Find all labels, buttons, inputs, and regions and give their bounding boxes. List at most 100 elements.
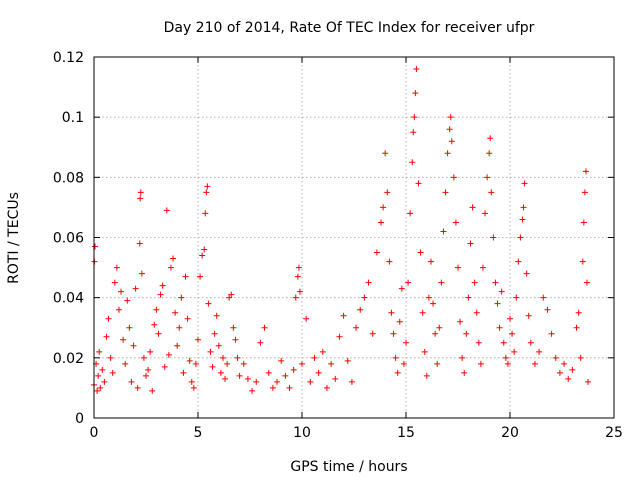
data-point xyxy=(498,288,505,295)
data-point xyxy=(365,279,372,286)
data-point xyxy=(427,258,434,265)
data-point xyxy=(199,252,206,259)
data-point xyxy=(274,378,281,385)
data-point xyxy=(540,294,547,301)
data-point xyxy=(294,273,301,280)
data-point xyxy=(442,189,449,196)
data-point xyxy=(319,348,326,355)
data-point xyxy=(130,342,137,349)
data-point xyxy=(513,294,520,301)
data-point xyxy=(552,354,559,361)
data-point xyxy=(180,369,187,376)
data-point xyxy=(361,294,368,301)
data-point xyxy=(95,372,102,379)
data-point xyxy=(373,249,380,256)
data-point xyxy=(303,315,310,322)
data-point xyxy=(282,372,289,379)
data-point xyxy=(369,330,376,337)
data-point xyxy=(138,270,145,277)
y-tick-label: 0.08 xyxy=(53,170,84,186)
data-point xyxy=(579,258,586,265)
data-point xyxy=(484,174,491,181)
data-point xyxy=(394,369,401,376)
data-point xyxy=(328,360,335,367)
data-point xyxy=(230,324,237,331)
data-point xyxy=(113,264,120,271)
data-point xyxy=(128,378,135,385)
data-point xyxy=(386,258,393,265)
data-point xyxy=(577,354,584,361)
data-point xyxy=(336,333,343,340)
data-point xyxy=(403,339,409,346)
data-point xyxy=(583,279,590,286)
data-point xyxy=(222,375,229,382)
data-point xyxy=(97,384,104,391)
data-point xyxy=(467,240,474,247)
data-point xyxy=(253,378,260,385)
data-point xyxy=(151,321,158,328)
data-point xyxy=(419,309,426,316)
data-point xyxy=(440,228,447,235)
data-point xyxy=(122,360,129,367)
data-point xyxy=(120,336,127,343)
data-point xyxy=(296,288,303,295)
data-point xyxy=(103,333,110,340)
data-point xyxy=(382,150,389,157)
data-point xyxy=(178,294,185,301)
data-point xyxy=(434,360,441,367)
data-point xyxy=(132,285,139,292)
data-point xyxy=(482,210,489,217)
data-point xyxy=(134,384,141,391)
grid-lines xyxy=(94,57,614,418)
data-point xyxy=(465,294,472,301)
data-point xyxy=(257,339,264,346)
data-point xyxy=(455,264,461,271)
data-point xyxy=(415,180,422,187)
data-point xyxy=(486,150,493,157)
data-point xyxy=(137,195,144,202)
data-point xyxy=(174,342,181,349)
data-point xyxy=(384,189,391,196)
data-point xyxy=(447,114,454,121)
data-point xyxy=(143,372,149,379)
data-point xyxy=(213,312,220,319)
data-point xyxy=(492,279,499,286)
data-point xyxy=(509,330,516,337)
data-point xyxy=(412,90,419,97)
data-point xyxy=(432,330,439,337)
data-point xyxy=(109,369,116,376)
data-point xyxy=(421,348,428,355)
data-point xyxy=(452,219,459,226)
data-point xyxy=(380,204,387,211)
data-point xyxy=(244,375,251,382)
data-point xyxy=(295,264,302,271)
data-point xyxy=(344,357,351,364)
data-point xyxy=(96,348,103,355)
x-tick-label: 10 xyxy=(293,425,311,441)
data-point xyxy=(585,378,591,385)
data-point xyxy=(165,351,172,358)
data-point xyxy=(580,219,587,226)
data-point xyxy=(417,249,424,256)
data-point xyxy=(205,300,212,307)
data-point xyxy=(211,330,218,337)
data-point xyxy=(172,309,179,316)
data-point xyxy=(438,279,445,286)
data-point xyxy=(448,138,455,145)
data-point xyxy=(548,330,555,337)
data-point xyxy=(163,207,170,214)
data-point xyxy=(261,324,268,331)
data-point xyxy=(204,183,211,190)
data-point xyxy=(228,291,235,298)
data-point xyxy=(201,246,208,253)
data-point xyxy=(99,366,106,373)
data-point xyxy=(126,324,133,331)
data-point xyxy=(463,330,470,337)
data-point xyxy=(573,324,580,331)
data-point xyxy=(224,360,231,367)
data-point xyxy=(517,234,524,241)
data-point xyxy=(446,126,453,133)
data-point xyxy=(269,384,276,391)
data-point xyxy=(111,279,118,286)
data-point xyxy=(340,312,347,319)
